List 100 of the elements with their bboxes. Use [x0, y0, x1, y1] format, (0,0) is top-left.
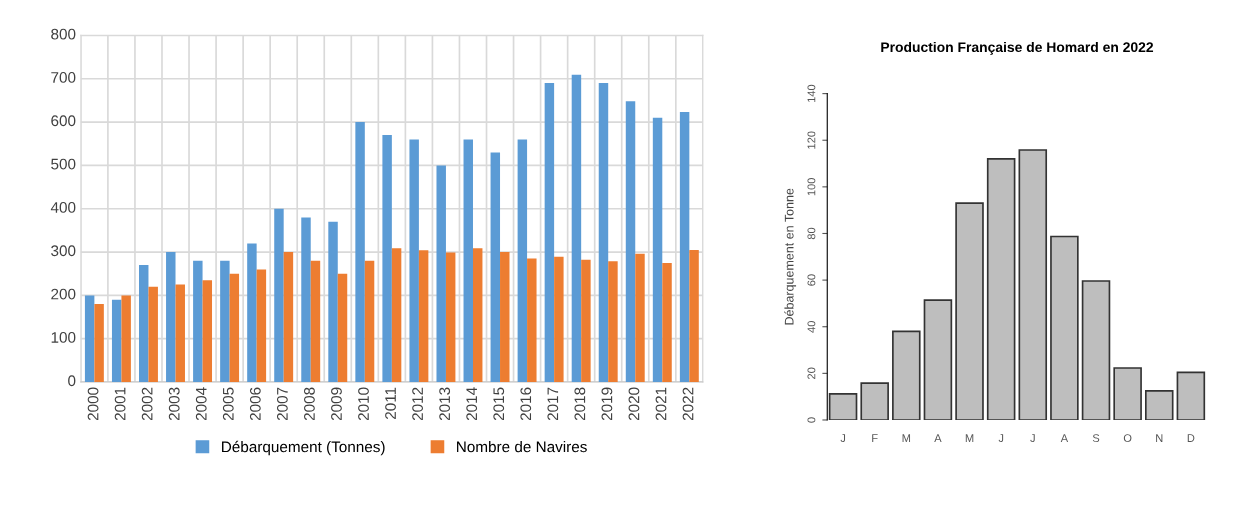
x-tick-label: J — [998, 434, 1004, 443]
bar — [598, 83, 609, 383]
bar — [121, 295, 131, 383]
bar — [274, 208, 284, 383]
x-tick-label: 2013 — [439, 387, 451, 421]
y-tick-label: 40 — [807, 320, 816, 333]
x-tick-label: O — [1123, 434, 1132, 443]
x-tick-label: 2011 — [385, 387, 396, 419]
x-tick-label: N — [1156, 434, 1163, 442]
bar — [409, 139, 419, 383]
bar — [220, 260, 230, 383]
bar — [662, 262, 672, 383]
y-tick-label: 120 — [807, 131, 816, 149]
bar — [828, 393, 858, 420]
x-tick-label: 2009 — [331, 387, 342, 421]
bar — [247, 243, 257, 383]
y-tick-label: 200 — [51, 288, 76, 300]
x-tick-label: 2014 — [466, 387, 478, 421]
bar — [571, 74, 582, 383]
bar — [1050, 235, 1079, 420]
y-tick-label: 100 — [51, 331, 76, 343]
bar — [892, 330, 921, 420]
x-tick-label: 2021 — [655, 387, 667, 421]
x-tick-label: 2017 — [547, 387, 559, 421]
bar — [1018, 149, 1048, 420]
y-tick-label: 100 — [807, 178, 816, 196]
y-tick-label: 0 — [807, 417, 816, 423]
bar — [111, 299, 122, 383]
y-tick-label: 60 — [807, 274, 816, 286]
bar — [256, 269, 267, 383]
x-tick-label: 2016 — [520, 387, 532, 421]
x-tick-label: A — [934, 434, 942, 442]
bar — [652, 117, 663, 383]
x-tick-label: A — [1060, 434, 1069, 442]
bar — [445, 252, 456, 383]
bar — [418, 250, 429, 383]
y-tick-label: 700 — [51, 72, 76, 83]
x-tick-label: J — [840, 434, 846, 443]
x-tick-label: M — [965, 434, 974, 442]
bar — [554, 256, 564, 383]
x-tick-label: 2010 — [358, 387, 369, 421]
y-tick-label: 400 — [50, 202, 76, 213]
x-tick-label: 2015 — [493, 387, 505, 421]
x-tick-label: 2012 — [412, 387, 423, 421]
bar — [1144, 390, 1174, 420]
y-tick-label: 80 — [807, 227, 816, 240]
bar — [94, 304, 104, 383]
x-tick-label: 2005 — [222, 387, 234, 421]
bar — [193, 260, 203, 383]
y-axis-title: Débarquement en Tonne — [784, 188, 797, 325]
x-tick-label: 2000 — [87, 387, 99, 421]
legend-label: Débarquement (Tonnes) — [222, 440, 385, 456]
x-tick-label: 2020 — [628, 387, 640, 421]
y-tick-label: 0 — [68, 375, 76, 387]
x-tick-label: 2001 — [114, 387, 126, 421]
bar — [608, 261, 618, 383]
bar — [472, 248, 483, 383]
bar — [355, 122, 365, 383]
x-tick-label: 2004 — [195, 387, 207, 421]
bar — [1176, 371, 1206, 420]
bar — [923, 299, 953, 420]
bar — [679, 112, 690, 383]
bar — [689, 249, 699, 383]
bar — [635, 253, 645, 383]
y-tick-label: 500 — [51, 158, 76, 170]
bar — [148, 286, 158, 383]
bar — [301, 217, 311, 383]
bar — [175, 284, 185, 383]
bar — [463, 139, 473, 383]
y-tick-label: 800 — [51, 28, 76, 40]
x-tick-label: 2022 — [682, 387, 694, 421]
y-tick-label: 140 — [807, 84, 816, 103]
x-tick-label: F — [872, 434, 878, 442]
bar — [229, 273, 240, 383]
bar — [202, 280, 213, 383]
x-tick-label: S — [1092, 434, 1100, 443]
bar — [139, 265, 149, 383]
bar — [166, 252, 176, 383]
bar — [283, 252, 294, 383]
bar — [625, 101, 636, 383]
y-tick-label: 300 — [51, 245, 76, 257]
bar — [517, 139, 528, 383]
bar — [337, 273, 348, 383]
bar — [860, 382, 889, 420]
bar — [436, 165, 446, 383]
y-tick-label: 20 — [807, 367, 816, 379]
x-tick-label: 2003 — [168, 387, 180, 421]
bar — [391, 248, 402, 383]
bar — [1081, 280, 1111, 420]
x-tick-label: 2002 — [141, 387, 153, 421]
bar — [382, 135, 392, 383]
bar — [310, 260, 321, 383]
bar — [490, 152, 501, 383]
legend-label: Nombre de Navires — [457, 441, 587, 453]
bar — [581, 259, 591, 383]
x-tick-label: 2008 — [304, 387, 315, 421]
x-tick-label: 2019 — [601, 387, 613, 421]
x-tick-label: 2006 — [249, 387, 261, 421]
y-tick-label: 600 — [51, 115, 76, 127]
bar — [364, 260, 375, 383]
